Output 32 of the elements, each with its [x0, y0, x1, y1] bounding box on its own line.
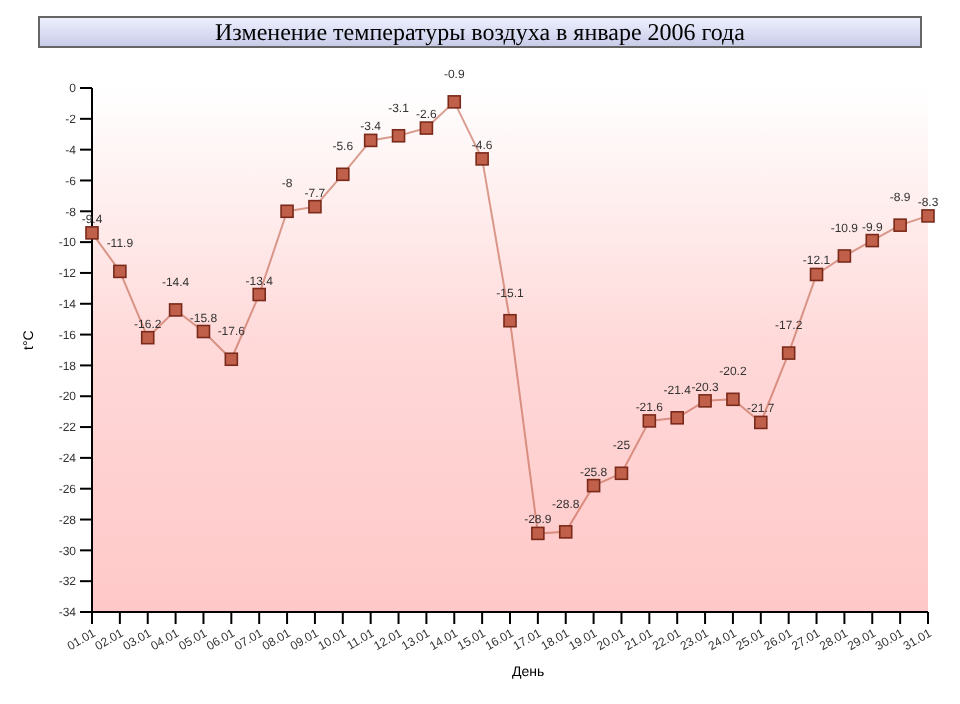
point [921, 209, 935, 223]
point [586, 478, 601, 493]
point [558, 525, 573, 539]
point [447, 95, 462, 109]
point [196, 324, 211, 339]
point [698, 394, 712, 408]
point [726, 392, 740, 407]
point [280, 204, 294, 219]
point [531, 526, 545, 541]
point [113, 264, 127, 279]
point [168, 303, 183, 317]
point [363, 133, 378, 148]
chart-title: Изменение температуры воздуха в январе 2006 года [38, 16, 922, 48]
point [809, 267, 824, 282]
point [336, 167, 350, 182]
point [391, 128, 406, 143]
point [893, 218, 907, 232]
point [837, 249, 852, 263]
point [140, 330, 155, 345]
point [614, 466, 629, 481]
point [670, 411, 684, 425]
point [865, 233, 880, 248]
point [754, 415, 768, 430]
point [503, 313, 517, 328]
point [419, 121, 434, 135]
point [642, 414, 657, 428]
point [781, 346, 796, 360]
point [224, 352, 239, 367]
point [85, 226, 99, 240]
point [475, 152, 489, 166]
point [308, 199, 322, 214]
point [252, 287, 266, 302]
